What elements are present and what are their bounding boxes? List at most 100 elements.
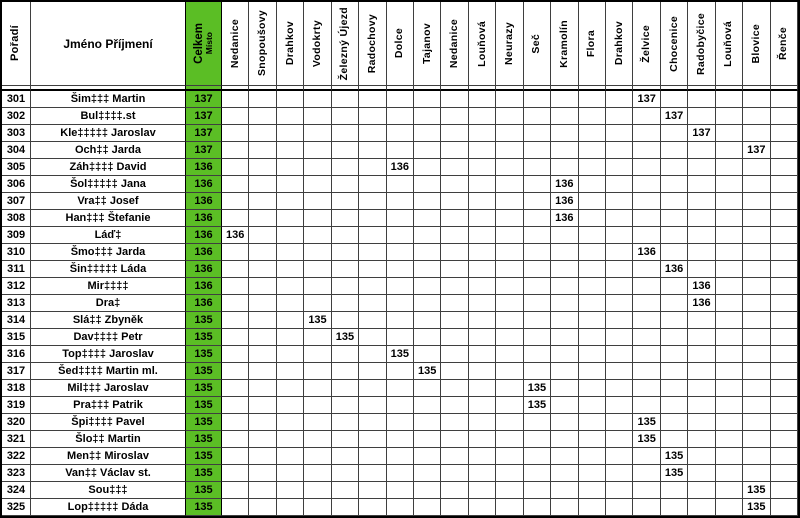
rank-cell: 316	[2, 346, 31, 363]
total-cell: 135	[186, 397, 222, 414]
empty-score-cell	[331, 414, 360, 431]
empty-score-cell	[688, 431, 716, 448]
empty-score-cell	[743, 227, 771, 244]
empty-score-cell	[743, 295, 771, 312]
empty-score-cell	[606, 363, 634, 380]
empty-score-cell	[359, 465, 387, 482]
empty-score-cell	[660, 346, 689, 363]
col-header-location-18-label: Louňová	[722, 20, 735, 67]
rank-cell: 323	[2, 465, 31, 482]
freeze-gap-cell	[359, 86, 387, 91]
empty-score-cell	[633, 261, 661, 278]
rank-cell: 306	[2, 176, 31, 193]
empty-score-cell	[633, 295, 661, 312]
total-cell: 137	[186, 125, 222, 142]
empty-score-cell	[743, 261, 771, 278]
empty-score-cell	[386, 431, 414, 448]
empty-score-cell	[715, 261, 744, 278]
col-header-location-3: Vodokrty	[304, 2, 332, 86]
empty-score-cell	[331, 125, 360, 142]
empty-score-cell	[660, 125, 689, 142]
empty-score-cell	[249, 346, 277, 363]
col-header-location-4: Železný Újezd	[331, 2, 360, 86]
empty-score-cell	[386, 142, 414, 159]
empty-score-cell	[688, 176, 716, 193]
name-cell-label: Pra‡‡‡ Patrik	[73, 399, 143, 411]
score-cell-Želvice-label: 135	[637, 416, 656, 428]
score-cell-Radobyčice-label: 137	[692, 127, 711, 139]
total-cell: 135	[186, 363, 222, 380]
freeze-gap-cell	[770, 86, 798, 91]
empty-score-cell	[276, 210, 305, 227]
empty-score-cell	[276, 91, 305, 108]
total-cell: 135	[186, 448, 222, 465]
empty-score-cell	[304, 108, 332, 125]
empty-score-cell	[715, 465, 744, 482]
name-cell-label: Och‡‡ Jarda	[74, 144, 142, 156]
total-cell-label: 135	[194, 314, 213, 326]
score-cell-Želvice: 136	[633, 244, 661, 261]
empty-score-cell	[414, 227, 442, 244]
total-cell-label: 136	[194, 280, 213, 292]
rank-cell: 314	[2, 312, 31, 329]
empty-score-cell	[276, 227, 305, 244]
total-cell: 135	[186, 414, 222, 431]
rank-cell-label: 314	[6, 314, 26, 326]
total-cell-label: 135	[194, 467, 213, 479]
empty-score-cell	[606, 142, 634, 159]
empty-score-cell	[770, 346, 798, 363]
rank-cell-label: 320	[6, 416, 26, 428]
total-cell-label: 135	[194, 365, 213, 377]
empty-score-cell	[578, 261, 606, 278]
empty-score-cell	[441, 295, 469, 312]
score-cell-Seč: 135	[523, 397, 552, 414]
empty-score-cell	[551, 329, 579, 346]
empty-score-cell	[441, 482, 469, 499]
empty-score-cell	[578, 176, 606, 193]
empty-score-cell	[222, 329, 250, 346]
empty-score-cell	[578, 465, 606, 482]
empty-score-cell	[331, 244, 360, 261]
col-header-name: Jméno Příjmení	[31, 2, 186, 86]
empty-score-cell	[715, 448, 744, 465]
empty-score-cell	[222, 363, 250, 380]
col-header-location-0-label: Nedanice	[228, 18, 241, 69]
rank-cell: 324	[2, 482, 31, 499]
empty-score-cell	[715, 346, 744, 363]
empty-score-cell	[606, 108, 634, 125]
empty-score-cell	[222, 312, 250, 329]
empty-score-cell	[633, 363, 661, 380]
empty-score-cell	[414, 482, 442, 499]
empty-score-cell	[606, 448, 634, 465]
name-cell-label: Bul‡‡‡‡.st	[80, 110, 136, 122]
score-cell-Radobyčice: 136	[688, 278, 716, 295]
empty-score-cell	[496, 176, 524, 193]
empty-score-cell	[222, 108, 250, 125]
empty-score-cell	[496, 295, 524, 312]
empty-score-cell	[414, 380, 442, 397]
empty-score-cell	[359, 227, 387, 244]
rank-cell-label: 322	[6, 450, 26, 462]
empty-score-cell	[414, 414, 442, 431]
empty-score-cell	[660, 363, 689, 380]
empty-score-cell	[222, 125, 250, 142]
empty-score-cell	[633, 397, 661, 414]
total-cell: 135	[186, 312, 222, 329]
col-header-location-11: Seč	[523, 2, 552, 86]
total-cell: 135	[186, 346, 222, 363]
total-cell-label: 136	[194, 161, 213, 173]
name-cell-label: Han‡‡‡ Štefanie	[65, 212, 151, 224]
empty-score-cell	[496, 125, 524, 142]
col-header-location-19: Blovice	[743, 2, 771, 86]
name-cell: Pra‡‡‡ Patrik	[31, 397, 186, 414]
empty-score-cell	[331, 159, 360, 176]
name-cell-label: Lop‡‡‡‡‡ Dáda	[67, 501, 149, 513]
empty-score-cell	[606, 193, 634, 210]
score-cell-Želvice: 135	[633, 431, 661, 448]
empty-score-cell	[414, 397, 442, 414]
empty-score-cell	[414, 278, 442, 295]
total-cell: 136	[186, 295, 222, 312]
score-cell-Želvice: 137	[633, 91, 661, 108]
name-cell: Bul‡‡‡‡.st	[31, 108, 186, 125]
